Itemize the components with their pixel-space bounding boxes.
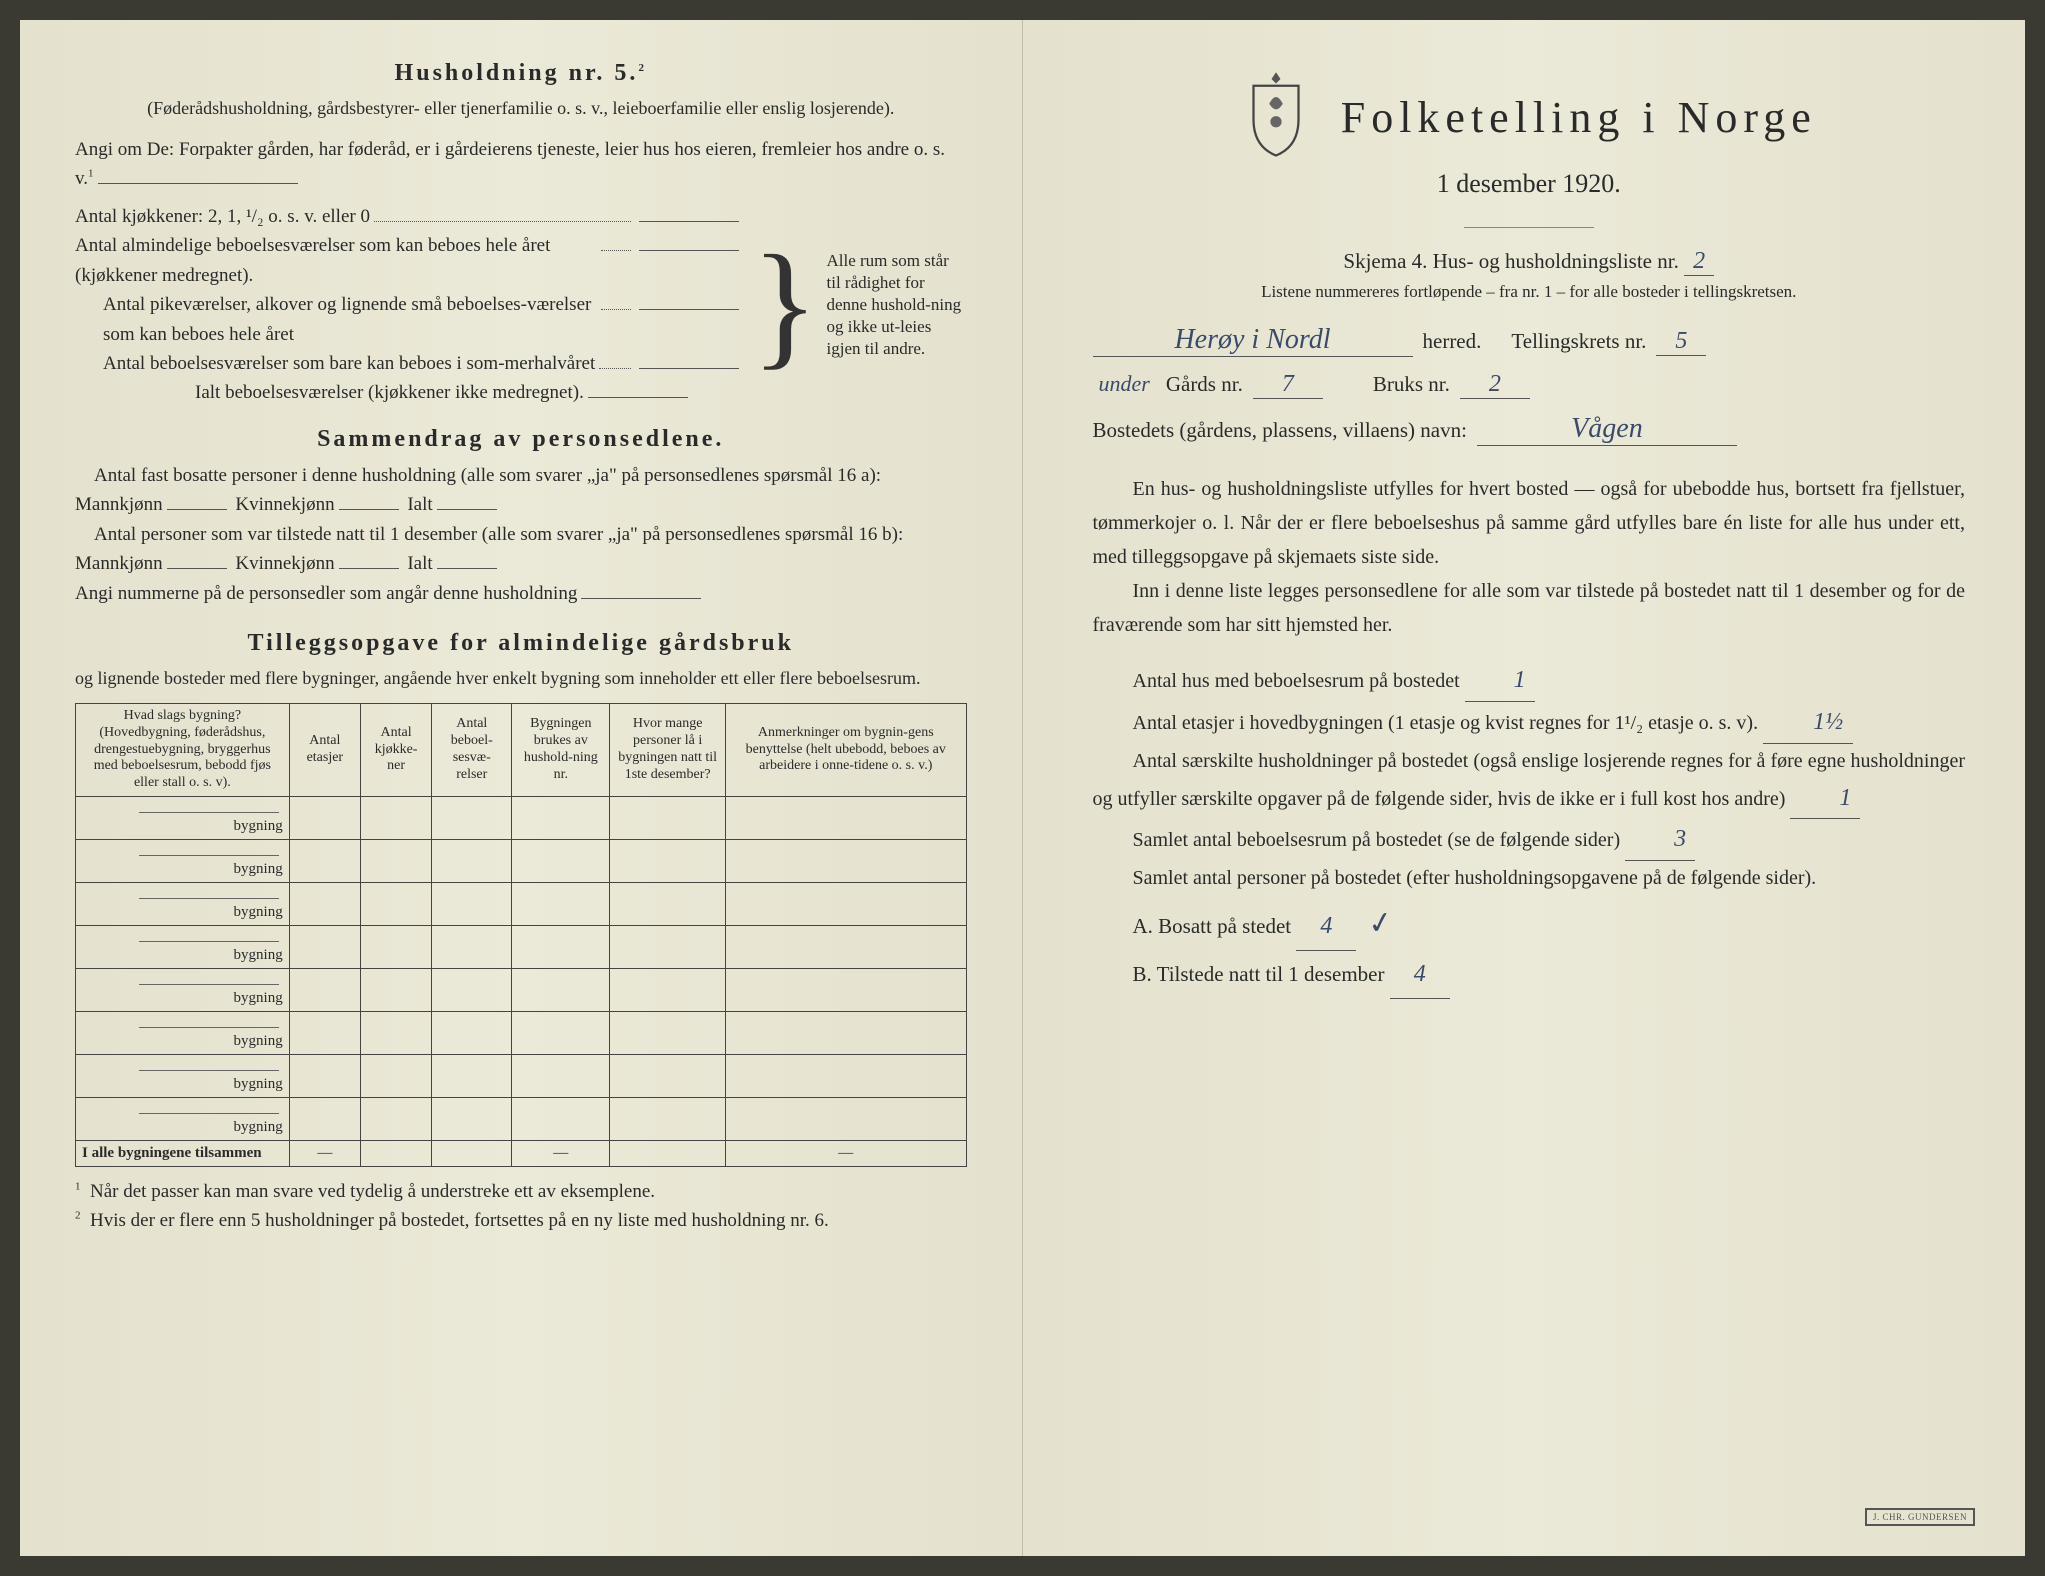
brace-note: Alle rum som står til rådighet for denne…: [827, 250, 967, 360]
table-row: bygning: [76, 925, 967, 968]
date-line: 1 desember 1920.: [1093, 169, 1966, 199]
col-beboelses: Antal beboel-sesvæ-relser: [432, 703, 512, 796]
under-value: under: [1093, 371, 1156, 397]
table-row: bygning: [76, 1054, 967, 1097]
col-brukes: Bygningen brukes av hushold-ning nr.: [512, 703, 610, 796]
tellingskrets-value: 5: [1656, 328, 1706, 356]
paragraph-2: Inn i denne liste legges personsedlene f…: [1093, 574, 1966, 642]
sammendrag-p2: Antal personer som var tilstede natt til…: [75, 520, 967, 579]
tillegg-title: Tilleggsopgave for almindelige gårdsbruk: [75, 630, 967, 657]
bosted-row: Bostedets (gårdens, plassens, villaens) …: [1093, 413, 1966, 446]
col-personer: Hvor mange personer lå i bygningen natt …: [610, 703, 726, 796]
table-row: bygning: [76, 968, 967, 1011]
bosatt-line: A. Bosatt på stedet 4 ✓: [1093, 895, 1966, 952]
table-row: bygning: [76, 882, 967, 925]
table-row: bygning: [76, 796, 967, 839]
title-block: Folketelling i Norge: [1093, 70, 1966, 165]
skjema-line: Skjema 4. Hus- og husholdningsliste nr. …: [1093, 248, 1966, 276]
table-header-row: Hvad slags bygning? (Hovedbygning, føder…: [76, 703, 967, 796]
herred-row: Herøy i Nordl herred. Tellingskrets nr. …: [1093, 324, 1966, 357]
antal-etasjer-value: 1½: [1763, 702, 1853, 744]
antal-etasjer-line: Antal etasjer i hovedbygningen (1 etasje…: [1093, 702, 1966, 744]
saerskilte-line: Antal særskilte husholdninger på bostede…: [1093, 744, 1966, 820]
col-etasjer: Antal etasjer: [289, 703, 360, 796]
samlet-rum-line: Samlet antal beboelsesrum på bostedet (s…: [1093, 819, 1966, 861]
angi-om-text: Angi om De: Forpakter gården, har føderå…: [75, 135, 967, 194]
husholdning-title: Husholdning nr. 5.2: [75, 60, 967, 87]
sum-label: I alle bygningene tilsammen: [76, 1140, 290, 1166]
table-row: bygning: [76, 1011, 967, 1054]
col-kjokkener: Antal kjøkke-ner: [360, 703, 431, 796]
room-line-2: Antal pikeværelser, alkover og lignende …: [75, 290, 743, 349]
coat-of-arms-icon: [1241, 70, 1311, 165]
document-spread: Husholdning nr. 5.2 (Føderådshusholdning…: [20, 20, 2025, 1556]
herred-value: Herøy i Nordl: [1093, 324, 1413, 357]
bruks-nr-value: 2: [1460, 371, 1530, 399]
bosatt-value: 4: [1296, 904, 1356, 951]
bosted-value: Vågen: [1477, 413, 1737, 446]
tillegg-subtitle: og lignende bosteder med flere bygninger…: [75, 665, 967, 693]
room-line-1: Antal almindelige beboelsesværelser som …: [75, 231, 743, 290]
sammendrag-title: Sammendrag av personsedlene.: [75, 426, 967, 453]
room-line-3: Antal beboelsesværelser som bare kan beb…: [75, 349, 743, 378]
kitchen-line: Antal kjøkkener: 2, 1, ¹/₂ o. s. v. elle…: [75, 202, 743, 231]
room-total-line: Ialt beboelsesværelser (kjøkkener ikke m…: [75, 378, 743, 407]
skjema-nr-value: 2: [1684, 248, 1714, 276]
sum-dash: —: [726, 1140, 966, 1166]
building-table: Hvad slags bygning? (Hovedbygning, føder…: [75, 703, 967, 1167]
tilstede-line: B. Tilstede natt til 1 desember 4: [1093, 952, 1966, 999]
samlet-pers-line: Samlet antal personer på bostedet (efter…: [1093, 861, 1966, 895]
main-title: Folketelling i Norge: [1341, 92, 1817, 143]
liste-note: Listene nummereres fortløpende – fra nr.…: [1093, 282, 1966, 302]
brace-icon: }: [751, 242, 818, 368]
gards-nr-value: 7: [1253, 371, 1323, 399]
sum-dash: —: [289, 1140, 360, 1166]
left-page: Husholdning nr. 5.2 (Føderådshusholdning…: [20, 20, 1023, 1556]
table-sum-row: I alle bygningene tilsammen — — —: [76, 1140, 967, 1166]
checkmark-icon: ✓: [1363, 893, 1398, 953]
right-page: Folketelling i Norge 1 desember 1920. Sk…: [1023, 20, 2026, 1556]
printer-stamp: J. CHR. GUNDERSEN: [1865, 1508, 1975, 1526]
footnote-1: 1 Når det passer kan man svare ved tydel…: [75, 1177, 967, 1206]
paragraph-1: En hus- og husholdningsliste utfylles fo…: [1093, 472, 1966, 574]
antal-hus-value: 1: [1465, 660, 1535, 702]
antal-hus-line: Antal hus med beboelsesrum på bostedet 1: [1093, 660, 1966, 702]
husholdning-subtitle: (Føderådshusholdning, gårdsbestyrer- ell…: [75, 95, 967, 123]
col-bygning: Hvad slags bygning? (Hovedbygning, føder…: [76, 703, 290, 796]
angi-nummerne: Angi nummerne på de personsedler som ang…: [75, 579, 967, 608]
saerskilte-value: 1: [1790, 778, 1860, 820]
footnotes: 1 Når det passer kan man svare ved tydel…: [75, 1177, 967, 1236]
samlet-rum-value: 3: [1625, 819, 1695, 861]
table-row: bygning: [76, 839, 967, 882]
sum-dash: —: [512, 1140, 610, 1166]
sammendrag-p1: Antal fast bosatte personer i denne hush…: [75, 461, 967, 520]
footnote-2: 2 Hvis der er flere enn 5 husholdninger …: [75, 1206, 967, 1235]
gards-row: under Gårds nr. 7 Bruks nr. 2: [1093, 371, 1966, 399]
col-anmerk: Anmerkninger om bygnin-gens benyttelse (…: [726, 703, 966, 796]
table-row: bygning: [76, 1097, 967, 1140]
rooms-brace-group: Antal kjøkkener: 2, 1, ¹/₂ o. s. v. elle…: [75, 202, 967, 408]
tilstede-value: 4: [1390, 952, 1450, 999]
